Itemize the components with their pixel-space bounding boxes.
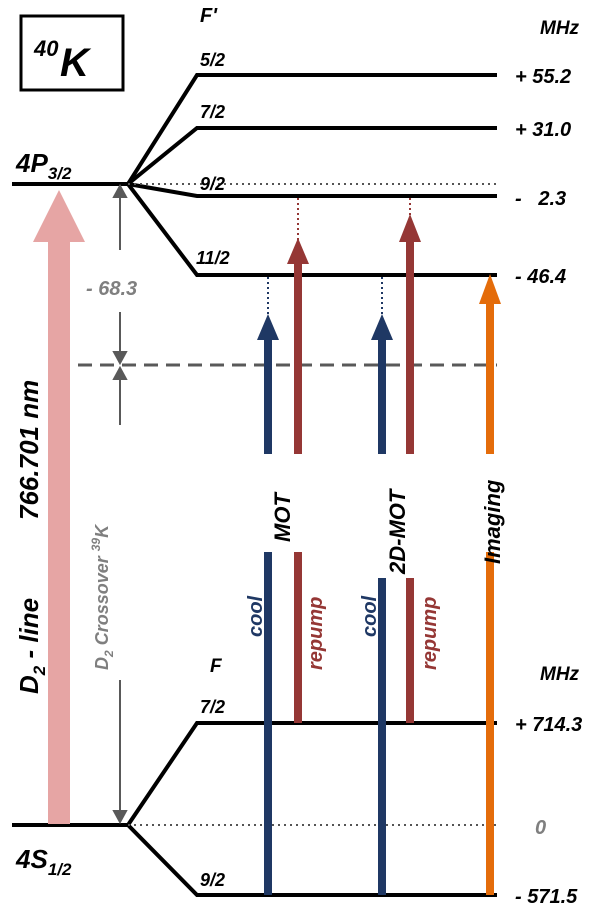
upper-manifold	[12, 73, 497, 277]
mot-repump-beam	[287, 238, 309, 723]
d2-line-label: D2 - line	[14, 598, 49, 694]
mot2d-cool-label: cool	[359, 595, 381, 637]
label-fp-7-2: 7/2	[200, 102, 225, 122]
mhz-fp-11-2: - 46.4	[515, 266, 566, 288]
lower-mhz-header: MHz	[540, 664, 580, 685]
crossover-label: D2 Crossover 39K	[89, 523, 116, 670]
crossover-span-measure	[112, 365, 128, 825]
lower-manifold	[12, 721, 497, 897]
label-f-9-2: 9/2	[200, 870, 225, 890]
imaging-label: Imaging	[480, 479, 505, 564]
level-fp-7-2	[126, 126, 497, 186]
label-fp-9-2: 9/2	[200, 174, 225, 194]
mot-cool-label: cool	[245, 595, 267, 637]
mhz-fp-7-2: + 31.0	[515, 119, 571, 141]
mhz-fp-9-2: - 2.3	[515, 188, 566, 210]
mot2d-repump-beam	[399, 214, 421, 723]
mot2d-label: 2D-MOT	[385, 488, 410, 575]
mot2d-cool-beam	[371, 314, 393, 895]
isotope-symbol: K	[60, 41, 92, 85]
imaging-beam	[479, 274, 501, 895]
upper-f-header: F'	[200, 5, 218, 27]
level-fp-5-2	[126, 73, 497, 186]
d2-wavelength-label: 766.701 nm	[14, 380, 44, 520]
level-fp-9-2	[127, 182, 497, 198]
mot-label: MOT	[270, 492, 295, 542]
level-fp-11-2	[126, 182, 497, 277]
mhz-lower-center: 0	[535, 817, 546, 839]
isotope-mass: 40	[33, 36, 59, 61]
level-f-9-2	[126, 823, 497, 897]
detuning-dotted-lines	[267, 198, 411, 318]
upper-state-label: 4P3/2	[15, 148, 72, 183]
lower-f-header: F	[210, 656, 223, 677]
upper-mhz-header: MHz	[540, 18, 580, 39]
d2-line-arrow	[33, 190, 85, 824]
label-f-7-2: 7/2	[200, 697, 225, 717]
mot-repump-label: repump	[305, 597, 327, 670]
mhz-f-7-2: + 714.3	[515, 714, 582, 736]
label-fp-11-2: 11/2	[196, 248, 230, 268]
crossover-offset: - 68.3	[86, 278, 137, 300]
lower-state-label: 4S1/2	[15, 844, 72, 879]
mot2d-repump-label: repump	[419, 597, 441, 670]
mhz-f-9-2: - 571.5	[515, 886, 578, 908]
isotope-title-box: 40 K	[19, 14, 125, 92]
mot-cool-beam	[257, 314, 279, 895]
label-fp-5-2: 5/2	[200, 50, 225, 70]
mhz-fp-5-2: + 55.2	[515, 66, 571, 88]
crossover-offset-measure	[112, 183, 128, 366]
level-f-7-2	[126, 721, 497, 827]
